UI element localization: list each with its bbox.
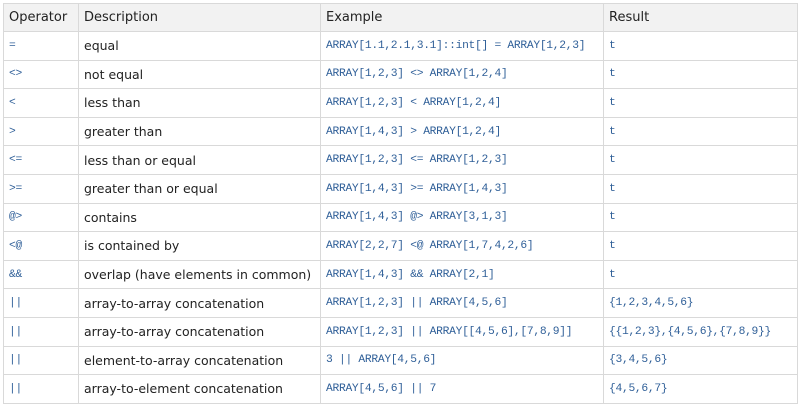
operator-cell: = [3,31,79,61]
example-cell: ARRAY[1,4,3] && ARRAY[2,1] [320,259,604,290]
table-row: <= less than or equal ARRAY[1,2,3] <= ARRA… [3,145,798,175]
result-cell: t [603,231,798,261]
example-cell: ARRAY[1,2,3] <> ARRAY[1,2,4] [320,59,604,90]
table-body: = equal ARRAY[1.1,2.1,3.1]::int[] = ARRAY[… [3,31,798,404]
result-cell: {3,4,5,6} [603,345,798,376]
description-cell: is contained by [78,231,321,261]
table-row: <@ is contained by ARRAY[2,2,7] <@ ARRAY[1… [3,231,798,261]
example-cell: ARRAY[1,4,3] > ARRAY[1,2,4] [320,116,604,147]
operator-table: Operator Description Example Result = equal A… [3,3,798,404]
description-cell: not equal [78,59,321,90]
operator-cell: < [3,88,79,118]
column-header: Description [78,3,321,32]
description-cell: less than or equal [78,145,321,175]
table-row: @> contains ARRAY[1,4,3] @> ARRAY[3,1,3] t [3,202,798,233]
description-cell: less than [78,88,321,118]
table-row: && overlap (have elements in common) ARRAY… [3,259,798,290]
table-row: <> not equal ARRAY[1,2,3] <> ARRAY[1,2,4] t [3,59,798,90]
table-row: || array-to-array concatenation ARRAY[1,2,… [3,288,798,318]
example-cell: ARRAY[1,4,3] @> ARRAY[3,1,3] [320,202,604,233]
operator-cell: <= [3,145,79,175]
result-cell: {4,5,6,7} [603,374,798,404]
result-cell: {1,2,3,4,5,6} [603,288,798,318]
operator-cell: <@ [3,231,79,261]
example-cell: ARRAY[1,2,3] <= ARRAY[1,2,3] [320,145,604,175]
operator-cell: || [3,345,79,376]
operator-cell: || [3,374,79,404]
column-header: Result [603,3,798,32]
result-cell: t [603,88,798,118]
example-cell: ARRAY[4,5,6] || 7 [320,374,604,404]
description-cell: contains [78,202,321,233]
example-cell: 3 || ARRAY[4,5,6] [320,345,604,376]
page: Operator Description Example Result = equal A… [0,3,800,415]
result-cell: t [603,173,798,204]
operator-cell: >= [3,173,79,204]
result-cell: t [603,31,798,61]
result-cell: t [603,259,798,290]
table-row: || array-to-array concatenation ARRAY[1,2,… [3,316,798,347]
table-row: >= greater than or equal ARRAY[1,4,3] >= A… [3,173,798,204]
result-cell: t [603,145,798,175]
example-cell: ARRAY[1,2,3] < ARRAY[1,2,4] [320,88,604,118]
table-row: > greater than ARRAY[1,4,3] > ARRAY[1,2,4]… [3,116,798,147]
operator-cell: @> [3,202,79,233]
example-cell: ARRAY[1,2,3] || ARRAY[4,5,6] [320,288,604,318]
operator-cell: && [3,259,79,290]
example-cell: ARRAY[1.1,2.1,3.1]::int[] = ARRAY[1,2,3] [320,31,604,61]
result-cell: t [603,59,798,90]
table-row: < less than ARRAY[1,2,3] < ARRAY[1,2,4] t [3,88,798,118]
example-cell: ARRAY[1,4,3] >= ARRAY[1,4,3] [320,173,604,204]
description-cell: greater than or equal [78,173,321,204]
description-cell: array-to-array concatenation [78,288,321,318]
operator-cell: || [3,288,79,318]
description-cell: overlap (have elements in common) [78,259,321,290]
description-cell: equal [78,31,321,61]
description-cell: array-to-element concatenation [78,374,321,404]
operator-cell: > [3,116,79,147]
description-cell: element-to-array concatenation [78,345,321,376]
example-cell: ARRAY[2,2,7] <@ ARRAY[1,7,4,2,6] [320,231,604,261]
operator-cell: || [3,316,79,347]
table-row: = equal ARRAY[1.1,2.1,3.1]::int[] = ARRAY[… [3,31,798,61]
column-header: Operator [3,3,79,32]
result-cell: t [603,202,798,233]
table-row: || array-to-element concatenation ARRAY[4,… [3,374,798,404]
table-row: || element-to-array concatenation 3 || ARR… [3,345,798,376]
description-cell: array-to-array concatenation [78,316,321,347]
example-cell: ARRAY[1,2,3] || ARRAY[[4,5,6],[7,8,9]] [320,316,604,347]
column-header: Example [320,3,604,32]
result-cell: t [603,116,798,147]
description-cell: greater than [78,116,321,147]
operator-cell: <> [3,59,79,90]
header-row: Operator Description Example Result [3,3,798,32]
result-cell: {{1,2,3},{4,5,6},{7,8,9}} [603,316,798,347]
